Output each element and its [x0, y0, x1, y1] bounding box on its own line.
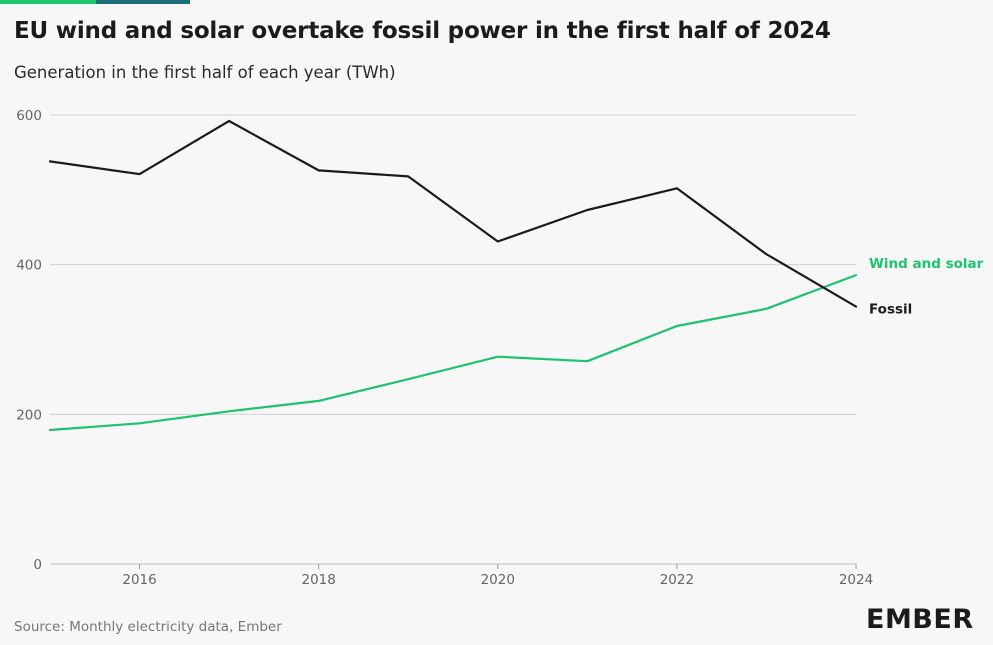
- accent-bar: [0, 0, 190, 4]
- series-labels: Wind and solar Fossil: [869, 256, 984, 318]
- x-tick-label: 2022: [660, 572, 694, 588]
- y-tick-label: 0: [33, 557, 42, 573]
- chart-title: EU wind and solar overtake fossil power …: [14, 18, 831, 44]
- series-line-fossil: [48, 119, 858, 308]
- series-line-wind-and-solar: [48, 274, 858, 432]
- series-label-wind-and-solar: Wind and solar: [869, 256, 984, 272]
- x-tick-label: 2024: [839, 572, 873, 588]
- series-label-fossil: Fossil: [869, 302, 912, 318]
- accent-bar-green: [0, 0, 96, 4]
- y-axis-ticks: 0 200 400 600: [16, 108, 42, 573]
- x-tick-label: 2016: [122, 572, 156, 588]
- accent-bar-teal: [96, 0, 190, 4]
- y-tick-label: 200: [16, 407, 42, 423]
- chart-subtitle: Generation in the first half of each yea…: [14, 63, 396, 82]
- series-lines: [48, 119, 858, 432]
- x-tick-label: 2020: [481, 572, 515, 588]
- y-tick-label: 400: [16, 258, 42, 274]
- y-tick-label: 600: [16, 108, 42, 124]
- x-axis-ticks: 2016 2018 2020 2022 2024: [122, 564, 873, 588]
- grid-lines: [50, 114, 856, 565]
- x-tick-label: 2018: [301, 572, 335, 588]
- source-note: Source: Monthly electricity data, Ember: [14, 619, 282, 635]
- ember-logo: EMBER: [866, 604, 974, 635]
